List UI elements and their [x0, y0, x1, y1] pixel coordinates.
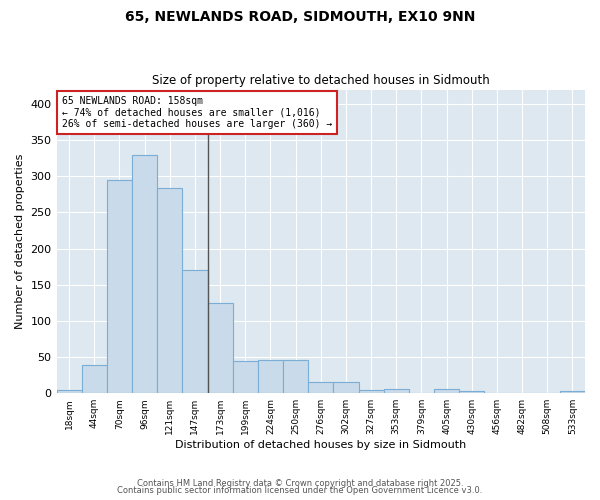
- Bar: [334, 382, 359, 393]
- Text: Contains public sector information licensed under the Open Government Licence v3: Contains public sector information licen…: [118, 486, 482, 495]
- Text: 65, NEWLANDS ROAD, SIDMOUTH, EX10 9NN: 65, NEWLANDS ROAD, SIDMOUTH, EX10 9NN: [125, 10, 475, 24]
- Bar: [208, 303, 233, 393]
- Bar: [434, 389, 459, 393]
- Text: Contains HM Land Registry data © Crown copyright and database right 2025.: Contains HM Land Registry data © Crown c…: [137, 478, 463, 488]
- Bar: [56, 390, 82, 393]
- Bar: [82, 365, 107, 393]
- Bar: [132, 154, 157, 393]
- Bar: [157, 188, 182, 393]
- Y-axis label: Number of detached properties: Number of detached properties: [15, 154, 25, 329]
- Title: Size of property relative to detached houses in Sidmouth: Size of property relative to detached ho…: [152, 74, 490, 87]
- Text: 65 NEWLANDS ROAD: 158sqm
← 74% of detached houses are smaller (1,016)
26% of sem: 65 NEWLANDS ROAD: 158sqm ← 74% of detach…: [62, 96, 332, 129]
- Bar: [359, 390, 383, 393]
- Bar: [560, 391, 585, 393]
- Bar: [233, 362, 258, 393]
- X-axis label: Distribution of detached houses by size in Sidmouth: Distribution of detached houses by size …: [175, 440, 466, 450]
- Bar: [182, 270, 208, 393]
- Bar: [459, 391, 484, 393]
- Bar: [283, 360, 308, 393]
- Bar: [308, 382, 334, 393]
- Bar: [383, 389, 409, 393]
- Bar: [107, 180, 132, 393]
- Bar: [258, 360, 283, 393]
